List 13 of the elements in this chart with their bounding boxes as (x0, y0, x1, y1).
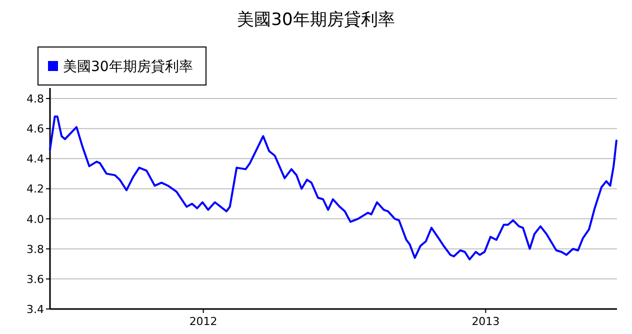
y-tick-label: 4.2 (26, 182, 44, 196)
y-tick-label: 4.8 (26, 92, 44, 106)
y-tick-label: 3.6 (26, 272, 44, 286)
legend-label: 美國30年期房貸利率 (63, 59, 193, 75)
x-tick-label: 2012 (189, 315, 218, 328)
y-tick-label: 3.4 (26, 303, 44, 316)
chart-title: 美國30年期房貸利率 (237, 10, 395, 30)
line-series (49, 116, 618, 260)
y-tick-label: 4.4 (26, 152, 44, 166)
y-tick-label: 4.0 (26, 212, 44, 226)
x-tick-label: 2013 (472, 315, 500, 328)
y-tick-label: 3.8 (26, 242, 44, 256)
y-tick-label: 4.6 (26, 122, 44, 136)
